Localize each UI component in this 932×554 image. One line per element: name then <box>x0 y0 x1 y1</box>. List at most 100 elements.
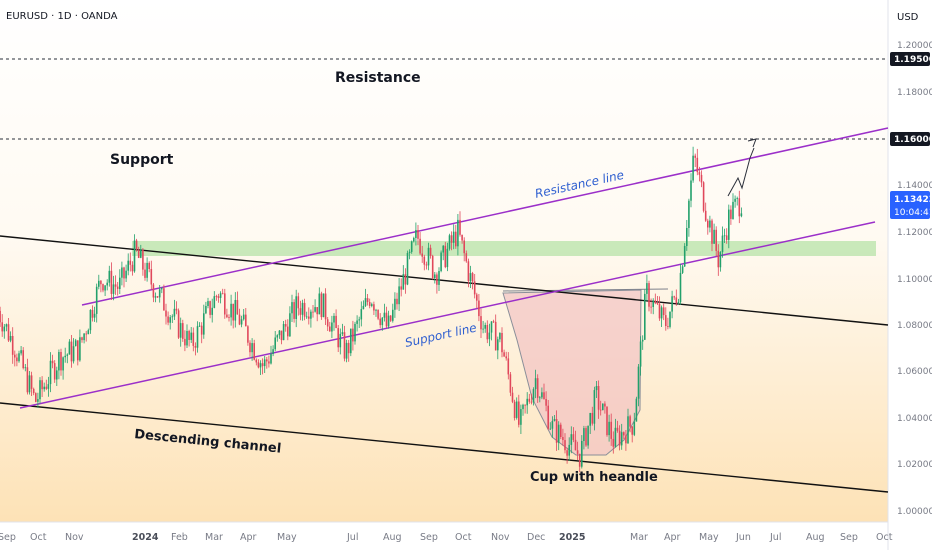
candle-body <box>385 312 388 327</box>
time-tick: Sep <box>0 532 16 543</box>
candle-body <box>266 359 268 362</box>
current-price-box[interactable]: 1.13423 10:04:41 <box>890 191 932 219</box>
candle-body <box>146 262 148 278</box>
candle-body <box>58 352 60 371</box>
candle-body <box>47 384 50 389</box>
support-annotation: Support <box>110 152 174 168</box>
candle-body <box>503 352 505 357</box>
candle-body <box>434 274 436 278</box>
candle-body <box>9 336 12 341</box>
candle-body <box>106 282 108 286</box>
resistance-price-box[interactable]: 1.19500 <box>890 52 932 66</box>
candle-body <box>713 229 715 244</box>
candle-body <box>177 310 180 338</box>
candle-body <box>574 439 577 451</box>
candle-body <box>263 359 266 367</box>
candle-body <box>656 303 659 304</box>
price-tick: 1.06000 <box>897 367 932 377</box>
candle-body <box>671 296 673 312</box>
candle-body <box>326 319 329 327</box>
candle-body <box>507 358 510 375</box>
channel-upper-line[interactable] <box>0 235 889 326</box>
candle-body <box>471 273 474 282</box>
support-zone[interactable] <box>132 241 876 256</box>
channel-lower-line[interactable] <box>0 402 889 493</box>
candle-body <box>203 313 205 335</box>
candle-body <box>289 313 291 337</box>
candle-body <box>236 300 239 315</box>
candle-body <box>639 341 642 367</box>
candle-body <box>154 296 157 298</box>
candle-body <box>530 401 533 403</box>
candle-body <box>677 302 680 304</box>
candle-body <box>270 354 272 364</box>
candle-body <box>245 314 247 327</box>
candle-body <box>570 434 573 445</box>
candle-body <box>520 409 522 425</box>
candle-body <box>114 284 117 287</box>
candle-body <box>156 296 159 298</box>
candle-body <box>457 219 459 247</box>
candle-body <box>392 309 394 321</box>
candle-body <box>135 240 138 250</box>
candle-body <box>665 315 667 326</box>
candle-body <box>723 235 726 237</box>
candle-body <box>110 270 113 294</box>
candle-body <box>576 450 579 454</box>
candle-body <box>16 357 18 362</box>
candle-body <box>658 303 661 319</box>
candle-body <box>77 340 79 361</box>
candle-body <box>314 307 316 312</box>
candle-body <box>14 354 16 358</box>
candle-body <box>427 247 430 266</box>
candle-body <box>578 453 581 467</box>
candle-body <box>438 271 440 285</box>
candle-body <box>465 253 468 262</box>
candle-body <box>681 266 684 273</box>
candle-body <box>631 426 633 435</box>
candle-body <box>167 316 169 323</box>
candle-body <box>614 427 617 447</box>
time-tick: 2024 <box>132 532 159 543</box>
candle-body <box>312 311 314 313</box>
candle-body <box>179 323 182 338</box>
candle-body <box>362 305 365 310</box>
candle-body <box>226 314 228 318</box>
candle-body <box>64 355 66 358</box>
candle-body <box>66 354 69 356</box>
candle-body <box>24 367 27 369</box>
time-tick: Feb <box>171 532 188 543</box>
candle-body <box>629 416 631 427</box>
candle-body <box>738 198 741 217</box>
current-price: 1.13423 <box>894 195 932 205</box>
candle-body <box>368 302 371 306</box>
candle-body <box>249 342 251 353</box>
candle-body <box>240 319 243 325</box>
resistance-trendline[interactable] <box>81 127 889 306</box>
candle-body <box>581 441 583 467</box>
candle-body <box>419 238 421 254</box>
candle-body <box>169 317 171 323</box>
support-price-box[interactable]: 1.16000 <box>890 132 932 146</box>
candle-body <box>360 309 363 320</box>
candle-body <box>301 302 304 315</box>
candle-body <box>3 326 6 332</box>
candle-body <box>53 363 56 380</box>
candle-body <box>49 360 52 385</box>
candle-body <box>22 350 24 369</box>
time-tick: Aug <box>806 532 825 543</box>
candle-body <box>652 300 654 307</box>
price-tick: 1.02000 <box>897 460 932 470</box>
support-trendline[interactable] <box>19 221 876 409</box>
price-tick: 1.00000 <box>897 507 932 517</box>
candle-body <box>463 240 465 254</box>
support-price: 1.16000 <box>894 135 932 145</box>
candle-body <box>5 324 8 327</box>
candle-body <box>251 343 253 353</box>
candle-body <box>492 321 495 323</box>
candle-body <box>190 332 192 340</box>
candle-body <box>305 316 308 318</box>
candle-body <box>224 293 226 315</box>
